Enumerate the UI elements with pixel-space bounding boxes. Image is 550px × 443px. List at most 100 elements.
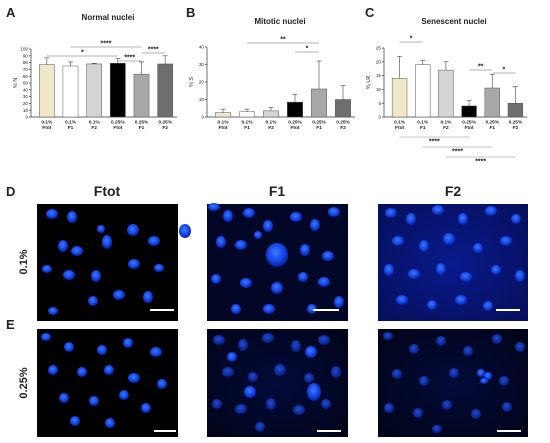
chart-title: Senescent nuclei: [421, 17, 486, 26]
bar: [507, 102, 524, 118]
y-tick-label: 0: [25, 115, 28, 120]
y-tick-label: 40: [23, 87, 29, 92]
y-tick-label: 90: [23, 53, 29, 58]
y-tick-label: 60: [23, 74, 29, 79]
y-axis-label: % N: [13, 78, 19, 88]
chart-title: Mitotic nuclei: [254, 17, 305, 26]
bar: [484, 87, 500, 118]
y-tick-label: 20: [376, 59, 382, 64]
category-label: 0.25%: [509, 120, 523, 126]
category-label: 0.1%: [65, 120, 77, 126]
significance-label: **: [478, 64, 484, 71]
category-label: F1: [316, 125, 322, 131]
category-label: F1: [489, 125, 495, 131]
y-tick-label: 20: [199, 80, 205, 85]
significance-label: ****: [148, 47, 159, 54]
panel-letter-a: A: [6, 5, 16, 20]
y-tick-label: 10: [23, 108, 29, 113]
column-title-f1: F1: [269, 183, 286, 199]
category-label: F2: [268, 125, 274, 131]
panel-letter-b: B: [186, 5, 195, 20]
bar: [287, 101, 303, 118]
bar: [461, 105, 477, 118]
significance-label: ****: [452, 149, 463, 156]
y-tick-label: 100: [20, 47, 28, 52]
category-label: F1: [420, 125, 426, 131]
bar: [39, 64, 55, 118]
y-tick-label: 40: [199, 45, 205, 50]
category-label: 0.25%: [312, 120, 326, 126]
row-label-025: 0.25%: [18, 367, 30, 398]
significance-label: *: [410, 36, 413, 43]
panel-letter-d: D: [6, 184, 15, 199]
category-label: Ftot: [290, 125, 299, 131]
bar: [215, 112, 231, 118]
y-tick-label: 0: [378, 115, 381, 120]
category-label: 0.1%: [417, 120, 429, 126]
category-label: 0.1%: [242, 120, 254, 126]
y-tick-label: 80: [23, 60, 29, 65]
category-label: 0.25%: [158, 120, 172, 126]
category-label: 0.25%: [288, 120, 302, 126]
bar: [263, 110, 279, 118]
category-label: 0.25%: [336, 120, 350, 126]
panel-letter-c: C: [365, 5, 375, 20]
significance-label: *: [81, 50, 84, 57]
chart-title: Normal nuclei: [82, 13, 135, 22]
bar: [157, 63, 173, 118]
category-label: 0.25%: [462, 120, 476, 126]
category-label: F2: [162, 125, 168, 131]
category-label: Ftot: [42, 125, 51, 131]
bar: [438, 69, 454, 118]
category-label: F2: [91, 125, 97, 131]
y-axis-label: % S: [189, 77, 195, 87]
category-label: 0.25%: [485, 120, 499, 126]
bar: [239, 111, 255, 118]
column-title-f2: F2: [445, 183, 462, 199]
y-tick-label: 70: [23, 67, 29, 72]
y-tick-label: 30: [199, 62, 205, 67]
category-label: 0.1%: [266, 120, 278, 126]
micrograph-f2-025: [378, 329, 528, 437]
bar: [62, 65, 79, 118]
category-label: 0.25%: [111, 120, 125, 126]
micrograph-ftot-01: [37, 204, 191, 321]
category-label: F2: [513, 125, 519, 131]
y-tick-label: 25: [376, 46, 382, 51]
significance-label: **: [280, 37, 286, 44]
panel-letter-e: E: [6, 317, 15, 332]
category-label: 0.1%: [41, 120, 53, 126]
category-label: 0.1%: [218, 120, 230, 126]
y-tick-label: 0: [201, 115, 204, 120]
category-label: 0.25%: [135, 120, 149, 126]
category-label: Ftot: [465, 125, 474, 131]
significance-label: *: [502, 67, 505, 74]
category-label: Ftot: [395, 125, 404, 131]
significance-label: ****: [429, 139, 440, 146]
category-label: F1: [139, 125, 145, 131]
micrograph-f2-01: [378, 204, 528, 321]
micrograph-f1-01: [207, 203, 348, 321]
y-tick-label: 10: [199, 97, 205, 102]
micrograph-f1-025: [207, 329, 348, 437]
significance-label: ****: [101, 41, 112, 48]
y-axis-label: % LR: [366, 76, 372, 89]
significance-label: ****: [124, 55, 135, 62]
significance-label: *: [306, 46, 309, 53]
y-tick-label: 5: [378, 101, 381, 106]
bar: [415, 64, 431, 118]
row-label-01: 0.1%: [18, 249, 30, 274]
significance-label: ****: [475, 159, 486, 166]
y-tick-label: 50: [23, 81, 29, 86]
category-label: F2: [340, 125, 346, 131]
category-label: F2: [443, 125, 449, 131]
category-label: Ftot: [218, 125, 227, 131]
category-label: F1: [244, 125, 250, 131]
bar: [311, 88, 327, 118]
bar: [133, 73, 150, 118]
bar: [110, 63, 126, 118]
y-tick-label: 15: [376, 73, 382, 78]
